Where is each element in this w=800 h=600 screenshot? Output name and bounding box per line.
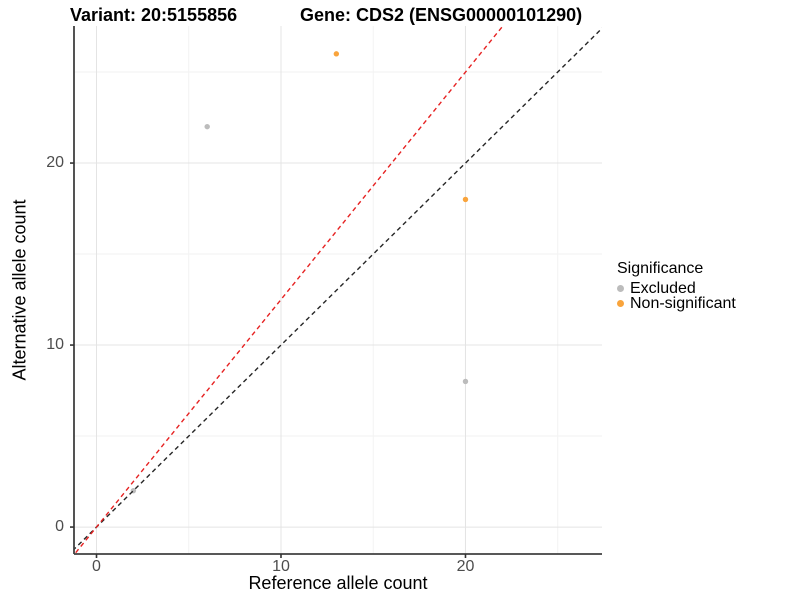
legend-item-label: Excluded <box>630 280 696 297</box>
identity-line <box>74 27 602 551</box>
legend-items: Excluded Non-significant <box>617 280 736 312</box>
x-tick-label: 10 <box>272 558 290 575</box>
y-tick-label: 0 <box>55 518 64 536</box>
y-tick-label: 10 <box>46 336 64 354</box>
legend-item-non-significant: Non-significant <box>617 295 736 312</box>
x-tick-label: 0 <box>92 558 101 575</box>
legend-item-excluded: Excluded <box>617 280 736 297</box>
y-tick-label: 20 <box>46 154 64 172</box>
data-point-excluded <box>462 378 469 385</box>
legend-title: Significance <box>617 260 704 277</box>
x-axis-title: Reference allele count <box>248 573 428 593</box>
x-tick-label: 20 <box>456 558 475 575</box>
legend-key-dot-icon <box>617 285 624 292</box>
data-point-non-significant <box>333 51 340 57</box>
data-point-excluded <box>204 123 210 130</box>
gene-title: Gene: CDS2 (ENSG00000101290) <box>300 5 583 25</box>
legend-key-dot-icon <box>617 300 624 307</box>
data-point-non-significant <box>462 196 469 203</box>
legend: Significance Excluded Non-significant <box>617 260 736 312</box>
legend-item-label: Non-significant <box>630 295 736 312</box>
y-axis-title: Alternative allele count <box>9 199 30 381</box>
variant-title: Variant: 20:5155856 <box>70 5 238 25</box>
allelic-ratio-line <box>74 26 504 554</box>
